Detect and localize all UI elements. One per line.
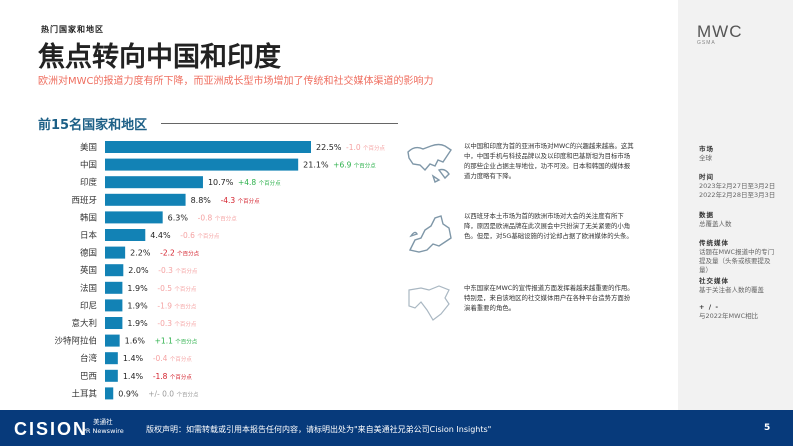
meta-change: + / - 与2022年MWC相比 bbox=[699, 303, 759, 320]
bar bbox=[105, 387, 114, 400]
meta-market: 市场 全球 bbox=[699, 145, 714, 162]
value-label: 10.7% bbox=[208, 178, 234, 187]
value-label: 1.9% bbox=[127, 319, 148, 328]
value-label: 22.5% bbox=[316, 143, 342, 152]
asia-note: 以中国和印度为首的亚洲市场对MWC的兴趣越来越高。这其中，中国手机与科技品牌以及… bbox=[464, 142, 634, 180]
change-label: -0.6 个百分点 bbox=[180, 231, 220, 240]
change-label: +4.8 个百分点 bbox=[238, 178, 281, 187]
category-label: 巴西 bbox=[80, 372, 97, 382]
copyright-notice: 版权声明：如需转载或引用本报告任何内容，请标明出处为"来自美通社兄弟公司Cisi… bbox=[146, 425, 492, 434]
value-label: 2.0% bbox=[128, 266, 149, 275]
bar bbox=[105, 369, 118, 382]
change-label: -2.2 个百分点 bbox=[160, 249, 200, 258]
change-label: -0.5 个百分点 bbox=[157, 284, 197, 293]
value-label: 8.8% bbox=[191, 196, 212, 205]
meta-time: 时间 2023年2月27日至3月2日 2022年2月28日至3月3日 bbox=[699, 173, 776, 199]
middle-east-map-icon bbox=[408, 285, 450, 321]
change-label: +/- 0.0 个百分点 bbox=[148, 389, 199, 398]
sidebar-panel bbox=[678, 0, 793, 410]
change-label: -4.3 个百分点 bbox=[221, 196, 261, 205]
meta-traditional: 传统媒体 话题在MWC报道中的专门提及量（头条或核要提及量） bbox=[699, 239, 775, 274]
value-label: 1.9% bbox=[127, 301, 148, 310]
bar bbox=[105, 264, 124, 277]
bar bbox=[105, 352, 118, 365]
value-label: 2.2% bbox=[130, 249, 151, 258]
change-label: -1.0 个百分点 bbox=[346, 143, 386, 152]
change-label: -1.9 个百分点 bbox=[157, 301, 197, 310]
value-label: 6.3% bbox=[168, 213, 189, 222]
category-label: 西班牙 bbox=[71, 195, 97, 206]
category-label: 印尼 bbox=[80, 300, 97, 311]
change-label: -0.4 个百分点 bbox=[153, 354, 193, 363]
bar bbox=[105, 211, 163, 224]
change-label: +1.1 个百分点 bbox=[155, 337, 198, 346]
value-label: 0.9% bbox=[118, 389, 139, 398]
change-label: -1.8 个百分点 bbox=[153, 372, 193, 381]
chart-title: 前15名国家和地区 bbox=[38, 118, 148, 133]
middle-east-note: 中东国家在MWC的宣传报道方面发挥着越来越重要的作用。特别是，来自该地区的社交媒… bbox=[464, 284, 634, 312]
page-number: 5 bbox=[764, 423, 771, 433]
value-label: 21.1% bbox=[303, 161, 329, 170]
bar bbox=[105, 141, 311, 153]
europe-map-icon bbox=[408, 215, 452, 253]
change-label: -0.3 个百分点 bbox=[158, 266, 198, 275]
bar bbox=[105, 246, 126, 259]
europe-note: 以西班牙本土市场为首的欧洲市场对大会的关注度有所下降，原因是欧洲品牌在此次展会中… bbox=[464, 212, 633, 240]
change-label: +6.9 个百分点 bbox=[333, 161, 376, 170]
chart-title-rule bbox=[161, 123, 398, 124]
category-label: 法国 bbox=[80, 283, 97, 294]
page-subtitle: 欧洲对MWC的报道力度有所下降，而亚洲成长型市场增加了传统和社交媒体渠道的影响力 bbox=[38, 76, 434, 87]
bar bbox=[105, 334, 120, 347]
section-kicker: 热门国家和地区 bbox=[41, 25, 104, 34]
footer: CISION 美通社 PR Newswire 版权声明：如需转载或引用本报告任何内… bbox=[0, 410, 793, 446]
bar bbox=[105, 176, 203, 189]
category-label: 韩国 bbox=[80, 212, 97, 223]
asia-map-icon bbox=[407, 143, 452, 183]
bar bbox=[105, 229, 146, 241]
value-label: 4.4% bbox=[150, 231, 171, 240]
category-label: 日本 bbox=[80, 230, 98, 241]
change-label: -0.3 个百分点 bbox=[157, 319, 197, 328]
meta-data: 数据 总覆盖人数 bbox=[699, 211, 732, 228]
bar bbox=[105, 317, 123, 329]
category-label: 美国 bbox=[80, 142, 97, 153]
meta-social: 社交媒体 基于关注者人数的覆盖 bbox=[699, 277, 764, 294]
category-label: 台湾 bbox=[80, 353, 98, 364]
value-label: 1.9% bbox=[127, 284, 148, 293]
mwc-logo: MWC GSMA bbox=[697, 22, 743, 46]
category-label: 中国 bbox=[80, 160, 97, 171]
category-label: 英国 bbox=[80, 265, 97, 276]
cision-logo: CISION bbox=[14, 419, 89, 439]
value-label: 1.4% bbox=[123, 372, 144, 381]
category-label: 德国 bbox=[80, 248, 97, 259]
bar bbox=[105, 299, 123, 312]
value-label: 1.6% bbox=[125, 337, 146, 346]
bar bbox=[105, 158, 299, 171]
bar bbox=[105, 281, 123, 294]
prnewswire-logo: 美通社 PR Newswire bbox=[82, 418, 124, 435]
category-label: 沙特阿拉伯 bbox=[54, 336, 97, 347]
category-label: 意大利 bbox=[71, 318, 97, 329]
bar bbox=[105, 193, 186, 206]
value-label: 1.4% bbox=[123, 354, 144, 363]
category-label: 印度 bbox=[80, 177, 98, 188]
change-label: -0.8 个百分点 bbox=[198, 213, 238, 222]
page-title: 焦点转向中国和印度 bbox=[38, 42, 281, 73]
category-label: 土耳其 bbox=[71, 388, 97, 399]
